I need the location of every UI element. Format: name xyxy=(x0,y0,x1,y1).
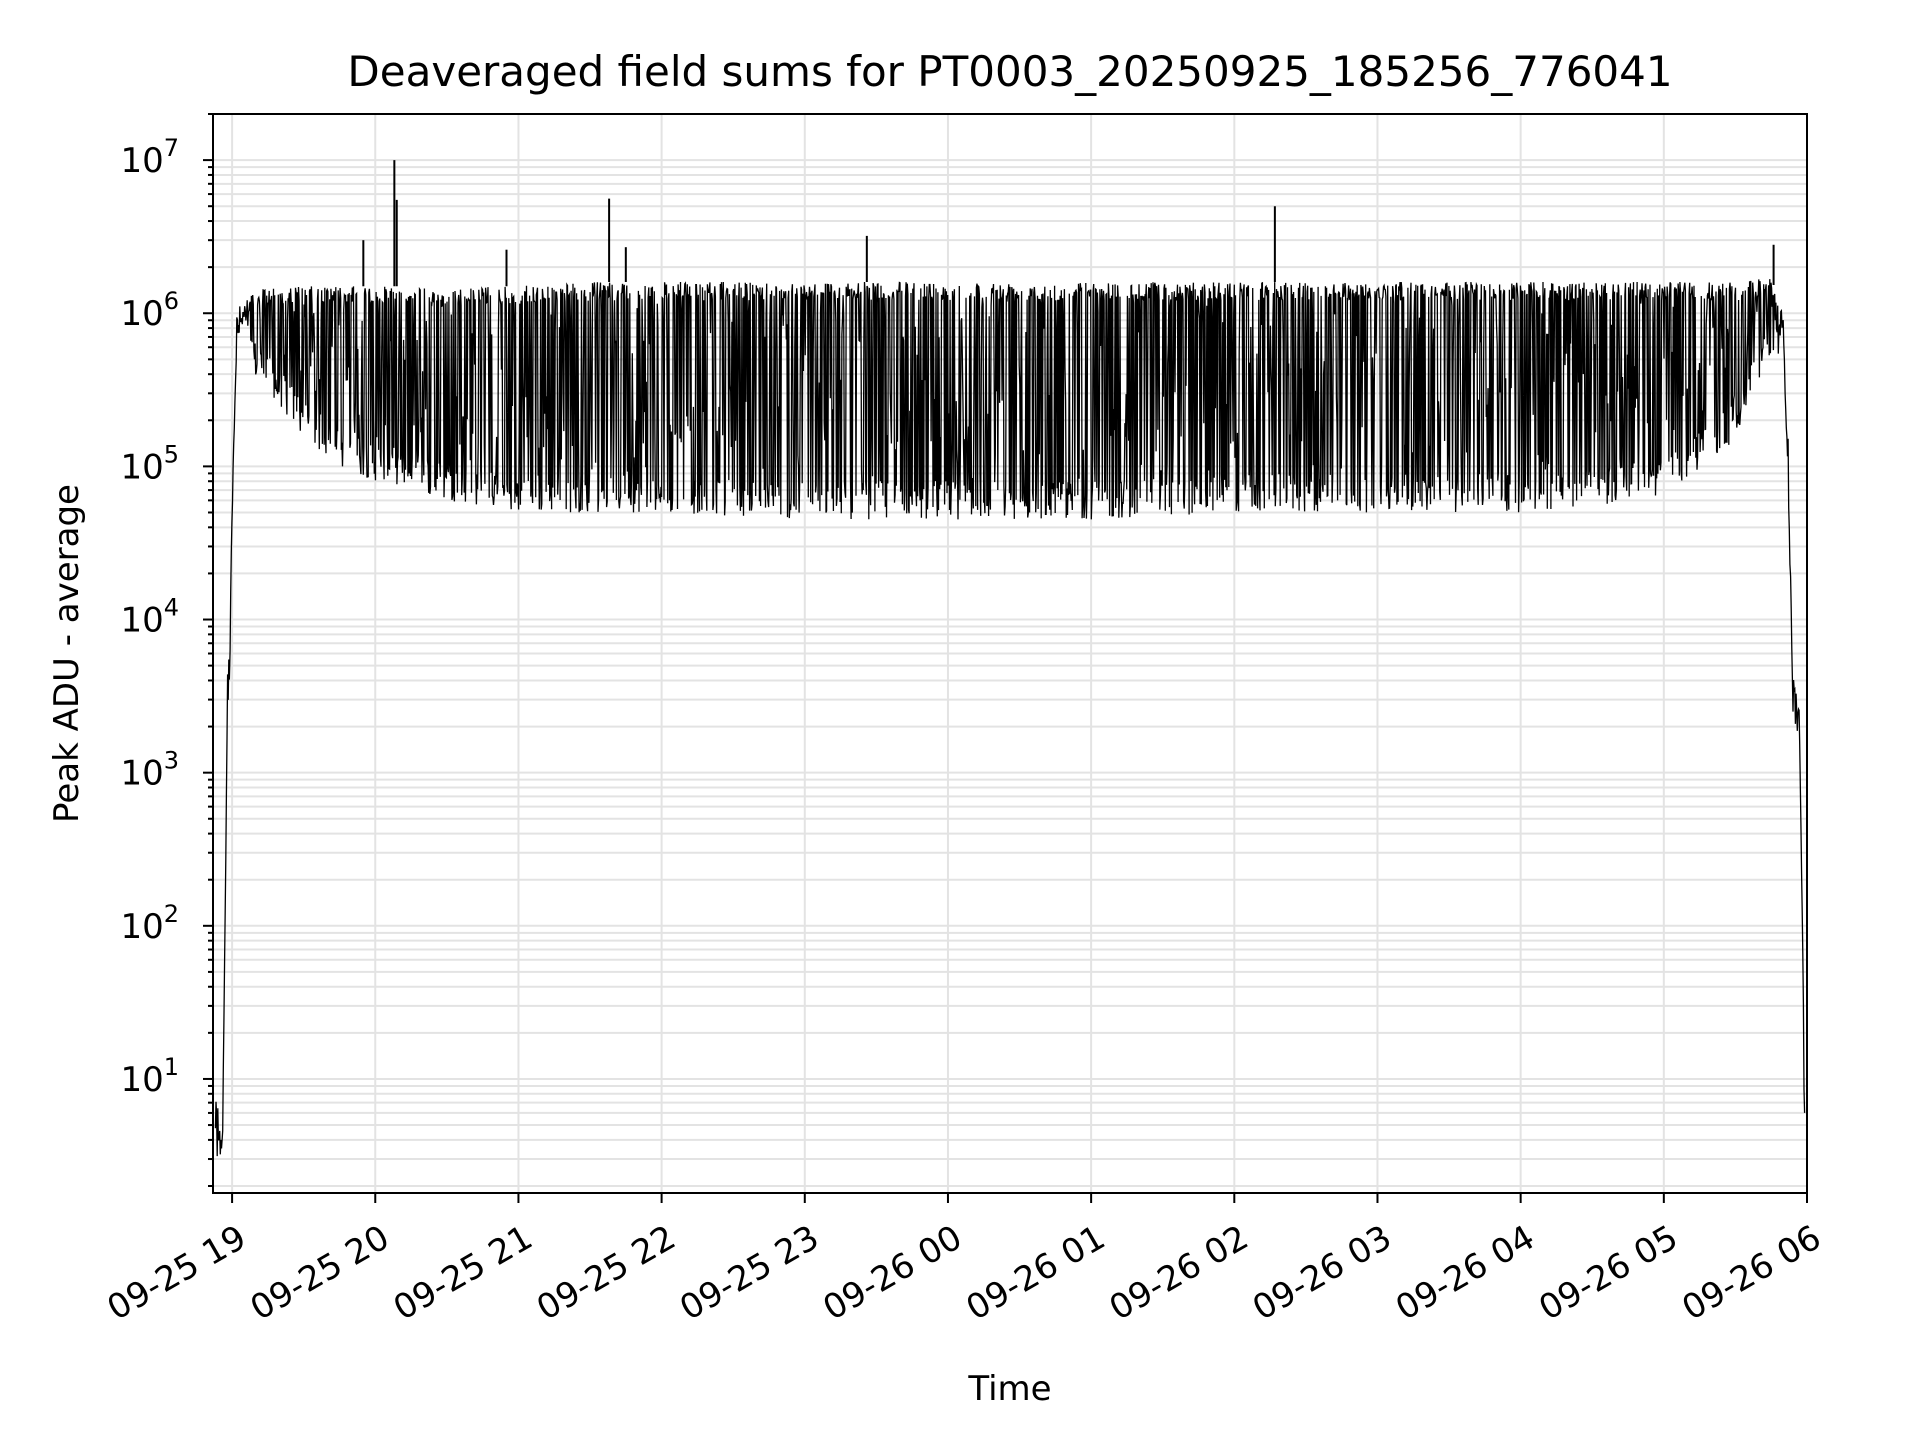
y-tick-label: 106 xyxy=(120,287,179,334)
y-tick-base: 10 xyxy=(120,754,163,794)
y-tick-base: 10 xyxy=(120,1060,163,1100)
y-tick-label: 101 xyxy=(120,1053,179,1100)
y-tick-label: 105 xyxy=(120,440,179,487)
y-tick-base: 10 xyxy=(120,601,163,641)
y-axis-label: Peak ADU - average xyxy=(47,484,87,823)
chart-title: Deaveraged field sums for PT0003_2025092… xyxy=(347,47,1672,96)
y-tick-label: 102 xyxy=(120,900,179,947)
y-tick-exponent: 1 xyxy=(164,1053,179,1081)
x-axis-label: Time xyxy=(967,1369,1051,1409)
series-line xyxy=(214,279,1806,1157)
y-tick-label: 107 xyxy=(120,134,179,181)
y-tick-exponent: 4 xyxy=(164,594,179,622)
y-tick-exponent: 7 xyxy=(164,134,179,162)
y-tick-base: 10 xyxy=(120,907,163,947)
y-tick-label: 103 xyxy=(120,747,179,794)
y-tick-base: 10 xyxy=(120,294,163,334)
y-tick-exponent: 5 xyxy=(164,440,179,468)
y-tick-exponent: 6 xyxy=(164,287,179,315)
y-tick-label: 104 xyxy=(120,594,179,641)
plot-area xyxy=(214,160,1806,1157)
y-tick-exponent: 2 xyxy=(164,900,179,928)
y-tick-base: 10 xyxy=(120,447,163,487)
y-tick-exponent: 3 xyxy=(164,747,179,775)
y-tick-base: 10 xyxy=(120,141,163,181)
